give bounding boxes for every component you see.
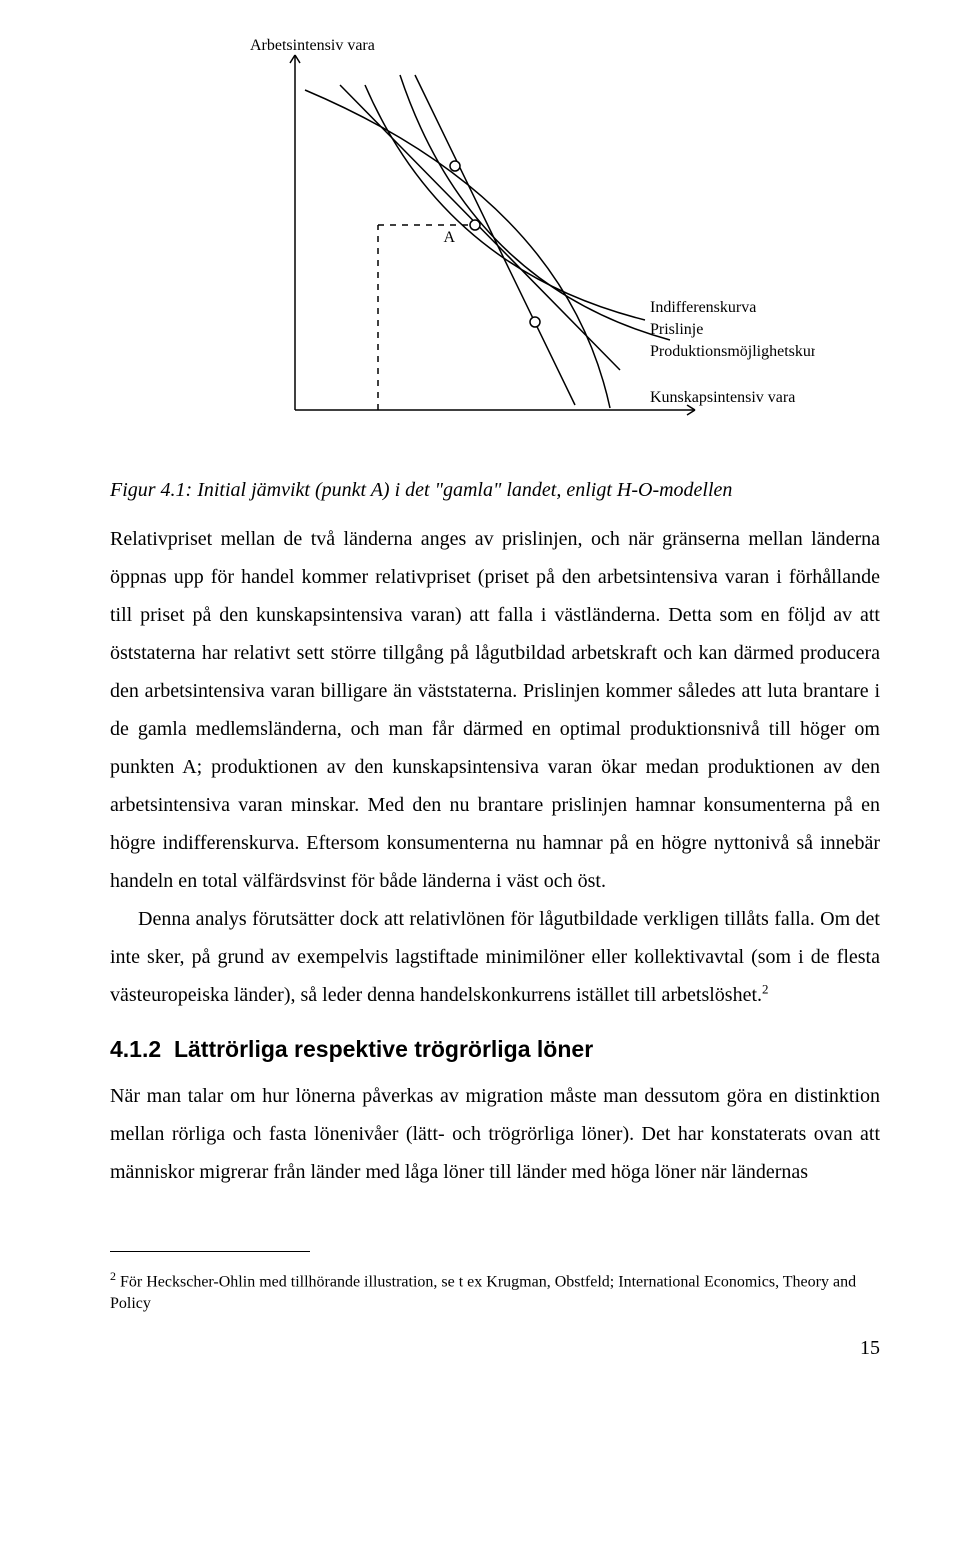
paragraph-2: Denna analys förutsätter dock att relati…: [110, 900, 880, 1014]
page-number: 15: [110, 1337, 880, 1360]
figure-4-1: A Arbetsintensiv vara Kunskapsintensiv var…: [175, 30, 815, 465]
svg-text:Indifferenskurva: Indifferenskurva: [650, 299, 756, 316]
footnote-text: För Heckscher-Ohlin med tillhörande illu…: [110, 1273, 856, 1312]
section-number: 4.1.2: [110, 1036, 161, 1062]
svg-text:A: A: [443, 229, 455, 246]
figure-caption: Figur 4.1: Initial jämvikt (punkt A) i d…: [110, 479, 880, 502]
section-heading-4-1-2: 4.1.2 Lättrörliga respektive trögrörliga…: [110, 1036, 880, 1063]
footnote-rule: [110, 1251, 310, 1252]
svg-text:Prislinje: Prislinje: [650, 321, 703, 338]
footnote-number: 2: [110, 1269, 116, 1283]
svg-text:Produktionsmöjlighetskurva: Produktionsmöjlighetskurva: [650, 343, 815, 360]
footnote-ref-2: 2: [762, 981, 769, 996]
section-title: Lättrörliga respektive trögrörliga löner: [174, 1036, 593, 1062]
ho-model-diagram: A Arbetsintensiv vara Kunskapsintensiv var…: [175, 30, 815, 460]
paragraph-3: När man talar om hur lönerna påverkas av…: [110, 1077, 880, 1191]
footnote-2: 2 För Heckscher-Ohlin med tillhörande il…: [110, 1268, 880, 1315]
svg-text:Kunskapsintensiv vara: Kunskapsintensiv vara: [650, 389, 795, 406]
paragraph-1: Relativpriset mellan de två länderna ang…: [110, 520, 880, 900]
svg-text:Arbetsintensiv vara: Arbetsintensiv vara: [250, 37, 375, 54]
page-container: A Arbetsintensiv vara Kunskapsintensiv var…: [0, 0, 960, 1410]
